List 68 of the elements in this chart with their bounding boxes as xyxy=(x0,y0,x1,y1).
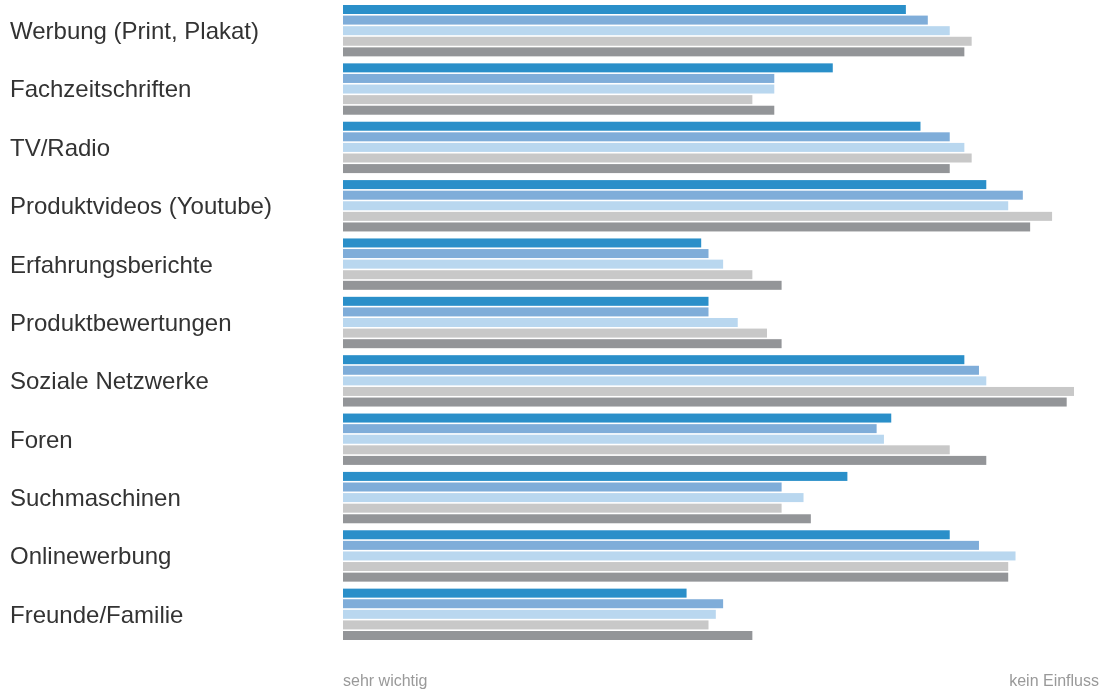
bar xyxy=(343,455,987,465)
bar xyxy=(343,15,928,25)
bar xyxy=(343,84,775,94)
y-tick-label: Produktvideos (Youtube) xyxy=(10,192,272,220)
bar xyxy=(343,238,702,248)
bar xyxy=(343,599,724,609)
bar xyxy=(343,142,965,152)
bar xyxy=(343,424,877,434)
y-tick-label: Foren xyxy=(10,425,73,453)
bar xyxy=(343,164,950,174)
bar xyxy=(343,355,965,365)
y-tick-label: Soziale Netzwerke xyxy=(10,367,209,395)
y-tick-label: Erfahrungsberichte xyxy=(10,250,213,278)
bar xyxy=(343,307,709,317)
bar xyxy=(343,153,972,163)
y-tick-label: Fachzeitschriften xyxy=(10,75,192,103)
text: sehr wichtig xyxy=(343,672,428,689)
y-tick-label: Onlinewerbung xyxy=(10,542,172,570)
bar xyxy=(343,36,972,46)
bar xyxy=(343,631,753,640)
bar xyxy=(343,105,775,115)
bar xyxy=(343,376,987,386)
bar xyxy=(343,503,782,513)
bar xyxy=(343,249,709,259)
y-tick-label: Freunde/Familie xyxy=(10,600,184,628)
bar xyxy=(343,190,1023,200)
bar xyxy=(343,201,1009,211)
bar xyxy=(343,493,804,503)
bar xyxy=(343,26,950,36)
bar xyxy=(343,222,1031,232)
bar xyxy=(343,551,1016,561)
bar xyxy=(343,63,833,73)
bar xyxy=(343,572,1009,582)
bar xyxy=(343,609,716,619)
bar xyxy=(343,259,724,269)
bar xyxy=(343,270,753,280)
bar xyxy=(343,95,753,105)
bar xyxy=(343,73,775,83)
text: kein Einfluss xyxy=(1009,672,1099,689)
bar xyxy=(343,296,709,306)
bar xyxy=(343,132,950,142)
bar xyxy=(343,620,709,630)
bar xyxy=(343,530,950,540)
bar xyxy=(343,211,1053,221)
bar xyxy=(343,47,965,57)
bar xyxy=(343,540,979,550)
bar xyxy=(343,413,892,423)
bar xyxy=(343,588,687,598)
bar xyxy=(343,318,738,327)
bar xyxy=(343,471,848,481)
y-tick-label: Produktbewertungen xyxy=(10,308,232,336)
y-tick-label: TV/Radio xyxy=(10,133,111,161)
bar xyxy=(343,397,1067,407)
bar xyxy=(343,434,884,444)
bar xyxy=(343,445,950,455)
y-tick-label: Werbung (Print, Plakat) xyxy=(10,17,259,45)
y-tick-label: Suchmaschinen xyxy=(10,483,181,511)
bar xyxy=(343,5,906,14)
bar xyxy=(343,386,1074,396)
bar xyxy=(343,280,782,290)
bar xyxy=(343,121,921,131)
bar xyxy=(343,365,979,375)
bar xyxy=(343,180,987,190)
bar xyxy=(343,328,767,338)
bar xyxy=(343,339,782,349)
bar xyxy=(343,562,1009,572)
bar xyxy=(343,482,782,492)
bar xyxy=(343,514,811,524)
